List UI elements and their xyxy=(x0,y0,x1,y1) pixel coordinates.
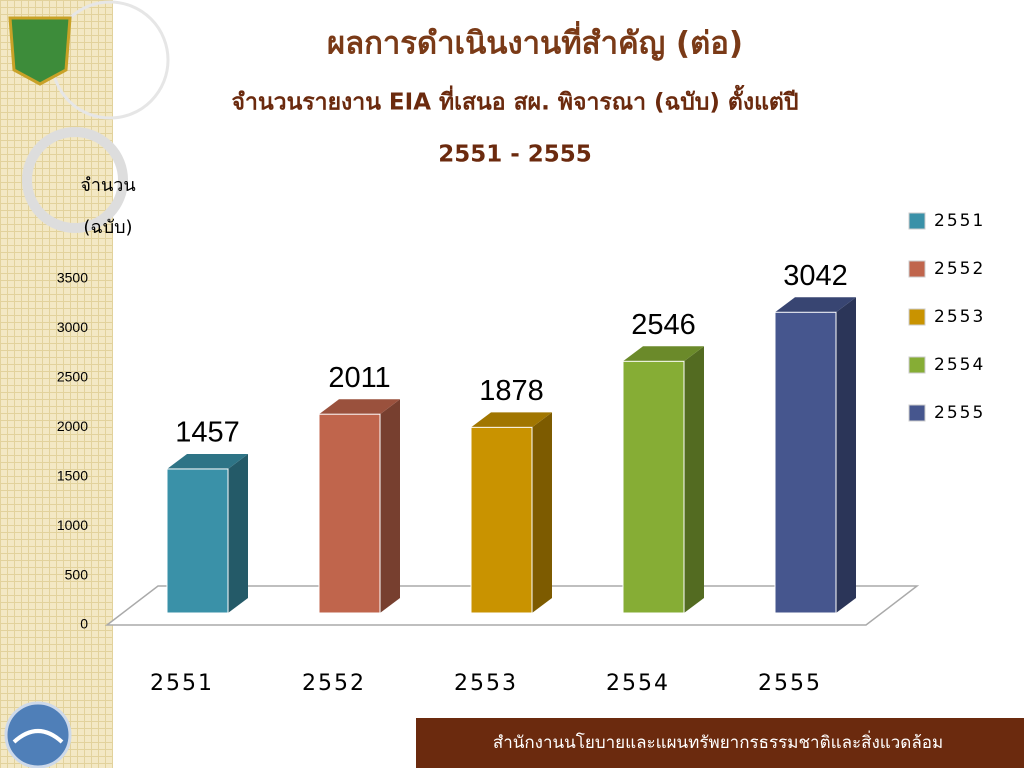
bar-top xyxy=(319,399,400,415)
y-tick-label: 500 xyxy=(65,566,89,582)
chart-subtitle: จำนวนรายงาน EIA ที่เสนอ สผ. พิจารณา (ฉบั… xyxy=(232,85,799,116)
bar-top xyxy=(623,346,704,362)
value-label: 1878 xyxy=(479,375,544,407)
legend-swatch xyxy=(908,404,926,422)
x-tick-label: 2553 xyxy=(454,671,518,696)
bar-side xyxy=(836,297,856,613)
x-tick-label: 2551 xyxy=(150,671,214,696)
y-axis-label: (ฉบับ) xyxy=(83,217,132,238)
y-tick-label: 2000 xyxy=(57,418,88,434)
bar xyxy=(470,426,533,614)
x-tick-label: 2554 xyxy=(606,671,670,696)
y-tick-label: 3500 xyxy=(57,270,88,286)
legend-label: 2555 xyxy=(934,403,985,423)
y-tick-label: 3000 xyxy=(57,319,88,335)
y-tick-label: 2500 xyxy=(57,369,88,385)
x-tick-label: 2552 xyxy=(302,671,366,696)
bar xyxy=(318,413,381,614)
legend-swatch xyxy=(908,308,926,326)
bar xyxy=(622,360,685,614)
bar-side xyxy=(684,346,704,613)
y-axis-label: จำนวน xyxy=(80,175,135,196)
bar-top xyxy=(471,412,552,428)
y-tick-label: 0 xyxy=(80,616,88,632)
legend-label: 2553 xyxy=(934,307,985,327)
legend-swatch xyxy=(908,260,926,278)
value-label: 3042 xyxy=(783,260,848,292)
legend-swatch xyxy=(908,212,926,230)
bar-side xyxy=(532,412,552,613)
bar-side xyxy=(380,399,400,613)
footer-bar xyxy=(416,718,1024,768)
logo xyxy=(12,729,64,744)
legend-swatch xyxy=(908,356,926,374)
value-label: 1457 xyxy=(175,417,240,449)
footer: สำนักงานนโยบายและแผนทรัพยากรธรรมชาติและส… xyxy=(493,730,943,753)
decor-strip xyxy=(0,0,113,768)
legend-label: 2552 xyxy=(934,259,985,279)
legend-label: 2554 xyxy=(934,355,985,375)
x-tick-label: 2555 xyxy=(758,671,822,696)
bar-side xyxy=(228,453,248,613)
bar xyxy=(166,468,229,614)
chart-title: ผลการดำเนินงานที่สำคัญ (ต่อ) xyxy=(327,21,743,62)
value-label: 2546 xyxy=(631,309,696,341)
y-tick-label: 1000 xyxy=(57,517,88,533)
logo xyxy=(8,16,72,86)
chart-subtitle: 2551 - 2555 xyxy=(438,142,592,168)
value-label: 2011 xyxy=(328,362,390,394)
legend-label: 2551 xyxy=(934,211,985,231)
bar-top xyxy=(167,453,248,469)
y-tick-label: 1500 xyxy=(57,467,88,483)
bar-top xyxy=(775,297,856,313)
logo xyxy=(4,701,72,768)
bar xyxy=(774,311,837,614)
decor-ring xyxy=(22,127,128,233)
